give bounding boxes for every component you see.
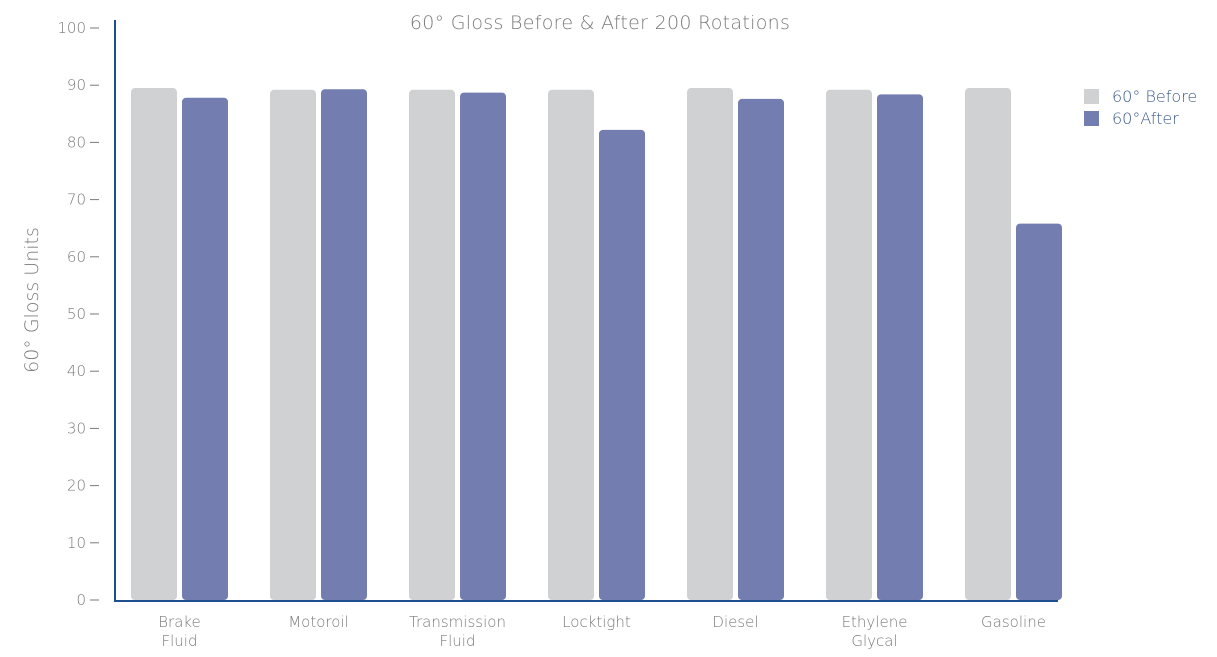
x-tick-label: Glycal [851,632,897,650]
legend-swatch-before [1084,88,1099,104]
bar-before [687,88,733,600]
y-tick-label: 100 [57,19,86,37]
bar-after [460,92,506,601]
legend: 60° Before 60°After [1084,86,1197,130]
y-tick-label: 50 [67,305,86,323]
x-tick-label: Fluid [440,632,476,650]
x-tick-label: Ethylene [842,613,908,631]
y-tick-label: 30 [67,419,86,437]
bar-before [409,89,455,600]
y-tick-label: 70 [67,191,86,209]
bar-after [182,97,228,600]
legend-swatch-after [1084,110,1099,126]
y-tick-label: 20 [67,477,86,495]
y-tick-label: 40 [67,362,86,380]
bar-before [548,89,594,600]
y-tick-label: 60 [67,248,86,266]
y-tick-label: 10 [67,534,86,552]
y-tick-label: 0 [76,591,86,609]
bar-after [599,129,645,601]
x-tick-label: Motoroil [288,613,349,631]
y-tick-label: 90 [67,76,86,94]
bar-before [965,88,1011,600]
bar-before [826,89,872,600]
bar-after [321,89,367,600]
legend-item-after: 60°After [1084,108,1197,128]
legend-label-after: 60°After [1112,108,1179,128]
legend-label-before: 60° Before [1112,86,1198,106]
bar-before [270,89,316,600]
x-tick-label: Gasoline [981,613,1046,631]
legend-item-before: 60° Before [1084,86,1197,106]
y-tick-label: 80 [67,133,86,151]
x-tick-label: Fluid [162,632,198,650]
x-tick-label: Transmission [409,613,506,631]
x-tick-label: Brake [158,613,201,631]
bar-after [738,98,784,600]
bar-after [1016,223,1062,600]
bar-after [877,94,923,601]
chart-title: 60° Gloss Before & After 200 Rotations [409,12,791,34]
x-tick-label: Locktight [562,613,631,631]
x-tick-label: Diesel [712,613,758,631]
bar-before [131,88,177,600]
